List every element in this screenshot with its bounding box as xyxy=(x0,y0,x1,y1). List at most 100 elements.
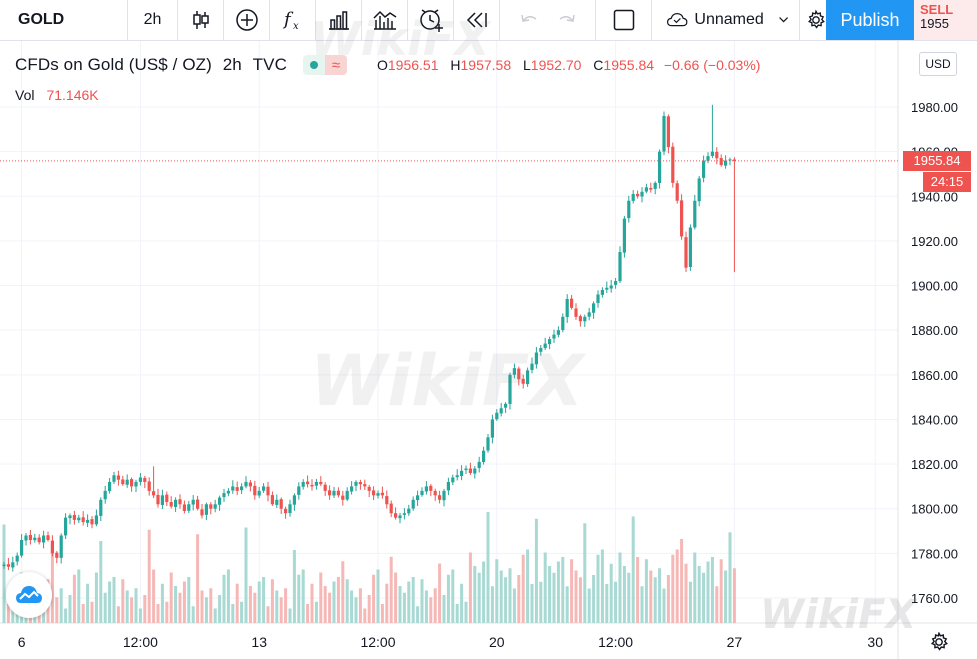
candle-body xyxy=(367,486,371,491)
chart-pane[interactable]: 1760.00 1780.00 1800.00 1820.00 1840.00 1860.… xyxy=(0,41,977,659)
volume-bar xyxy=(609,563,613,623)
bar-countdown-label: 24:15 xyxy=(923,171,971,192)
candle-body xyxy=(112,475,116,482)
layout-name-button[interactable]: Unnamed xyxy=(652,0,800,40)
volume-bar xyxy=(653,577,657,623)
candle-body xyxy=(292,495,296,505)
volume-bar xyxy=(411,577,415,623)
symbol-search-button[interactable]: GOLD xyxy=(0,0,128,40)
publish-button[interactable]: Publish xyxy=(826,0,914,40)
redo-icon[interactable] xyxy=(556,11,578,29)
interval-button[interactable]: 2h xyxy=(128,0,178,40)
candle-body xyxy=(609,285,613,289)
templates-button[interactable] xyxy=(362,0,408,40)
volume-bar xyxy=(631,516,635,623)
candle-body xyxy=(539,348,543,352)
sell-button[interactable]: SELL 1955 xyxy=(914,0,977,40)
candle-body xyxy=(473,468,477,474)
candle-body xyxy=(134,481,138,487)
financials-button[interactable] xyxy=(316,0,362,40)
bar-style-button[interactable] xyxy=(178,0,224,40)
tradingview-logo-button[interactable] xyxy=(6,572,52,618)
candle-body xyxy=(130,479,134,487)
volume-bar xyxy=(534,518,538,623)
volume-bar xyxy=(499,570,503,623)
volume-bar xyxy=(578,577,582,623)
sell-label: SELL xyxy=(920,2,954,17)
candle-body xyxy=(275,499,279,505)
candle-body xyxy=(2,564,6,566)
candle-body xyxy=(301,481,305,487)
candle-body xyxy=(187,504,191,511)
candle-body xyxy=(728,159,732,161)
chart-settings-button[interactable] xyxy=(928,631,950,653)
volume-bar xyxy=(68,595,72,623)
volume-bar xyxy=(495,559,499,623)
candle-body xyxy=(526,370,530,385)
svg-text:x: x xyxy=(293,21,299,32)
volume-bar xyxy=(420,579,424,623)
candle-body xyxy=(262,486,266,491)
volume-bar xyxy=(6,604,10,623)
settings-button[interactable] xyxy=(800,0,826,40)
candle-body xyxy=(288,504,292,514)
candle-body xyxy=(398,515,402,519)
volume-bar xyxy=(728,532,732,623)
candlestick-chart[interactable]: 1760.00 1780.00 1800.00 1820.00 1840.00 1860.… xyxy=(0,41,977,659)
market-status-pill[interactable]: ≈ xyxy=(302,55,347,75)
currency-button[interactable]: USD xyxy=(919,52,957,76)
candle-body xyxy=(622,218,626,253)
volume-bar xyxy=(627,572,631,623)
candle-body xyxy=(446,481,450,491)
candle-body xyxy=(697,178,701,202)
candle-body xyxy=(244,481,248,487)
undo-icon[interactable] xyxy=(518,11,540,29)
volume-bar xyxy=(165,601,169,623)
candle-body xyxy=(376,493,380,496)
volume-bar xyxy=(710,557,714,623)
volume-bar xyxy=(394,572,398,623)
layout-button[interactable] xyxy=(596,0,652,40)
volume-bar xyxy=(178,592,182,623)
volume-bar xyxy=(345,579,349,623)
candle-body xyxy=(372,490,376,496)
volume-bar xyxy=(385,583,389,623)
candle-body xyxy=(94,515,98,525)
volume-bar xyxy=(556,561,560,623)
open-label: O xyxy=(376,57,388,73)
candle-body xyxy=(15,555,19,562)
candle-body xyxy=(442,490,446,501)
candle-body xyxy=(354,481,358,486)
volume-bar xyxy=(301,569,305,623)
volume-bar xyxy=(671,554,675,623)
volume-bar xyxy=(512,588,516,623)
volume-bar xyxy=(407,581,411,623)
alert-button[interactable] xyxy=(408,0,454,40)
volume-bar xyxy=(508,568,512,623)
undo-redo-group xyxy=(500,0,596,40)
candle-body xyxy=(20,539,24,556)
candle-body xyxy=(218,497,222,505)
candle-body xyxy=(99,499,103,516)
candle-body xyxy=(627,200,631,219)
layout-name-label: Unnamed xyxy=(694,11,764,28)
cloud-icon xyxy=(667,12,688,27)
compare-button[interactable] xyxy=(224,0,270,40)
volume-label: Vol xyxy=(15,87,35,103)
volume-bar xyxy=(517,575,521,623)
candle-body xyxy=(147,481,151,491)
volume-bar xyxy=(323,586,327,623)
candle-body xyxy=(253,485,257,496)
time-tick-label: 12:00 xyxy=(360,634,395,650)
candle-body xyxy=(433,490,437,496)
volume-bar xyxy=(688,581,692,623)
legend-title[interactable]: CFDs on Gold (US$ / OZ) 2h TVC xyxy=(15,55,287,75)
candle-body xyxy=(231,486,235,491)
replay-button[interactable] xyxy=(454,0,500,40)
volume-bar xyxy=(684,563,688,623)
volume-bar xyxy=(424,590,428,623)
volume-bar xyxy=(50,545,54,623)
candle-body xyxy=(332,490,336,496)
candle-body xyxy=(438,495,442,500)
